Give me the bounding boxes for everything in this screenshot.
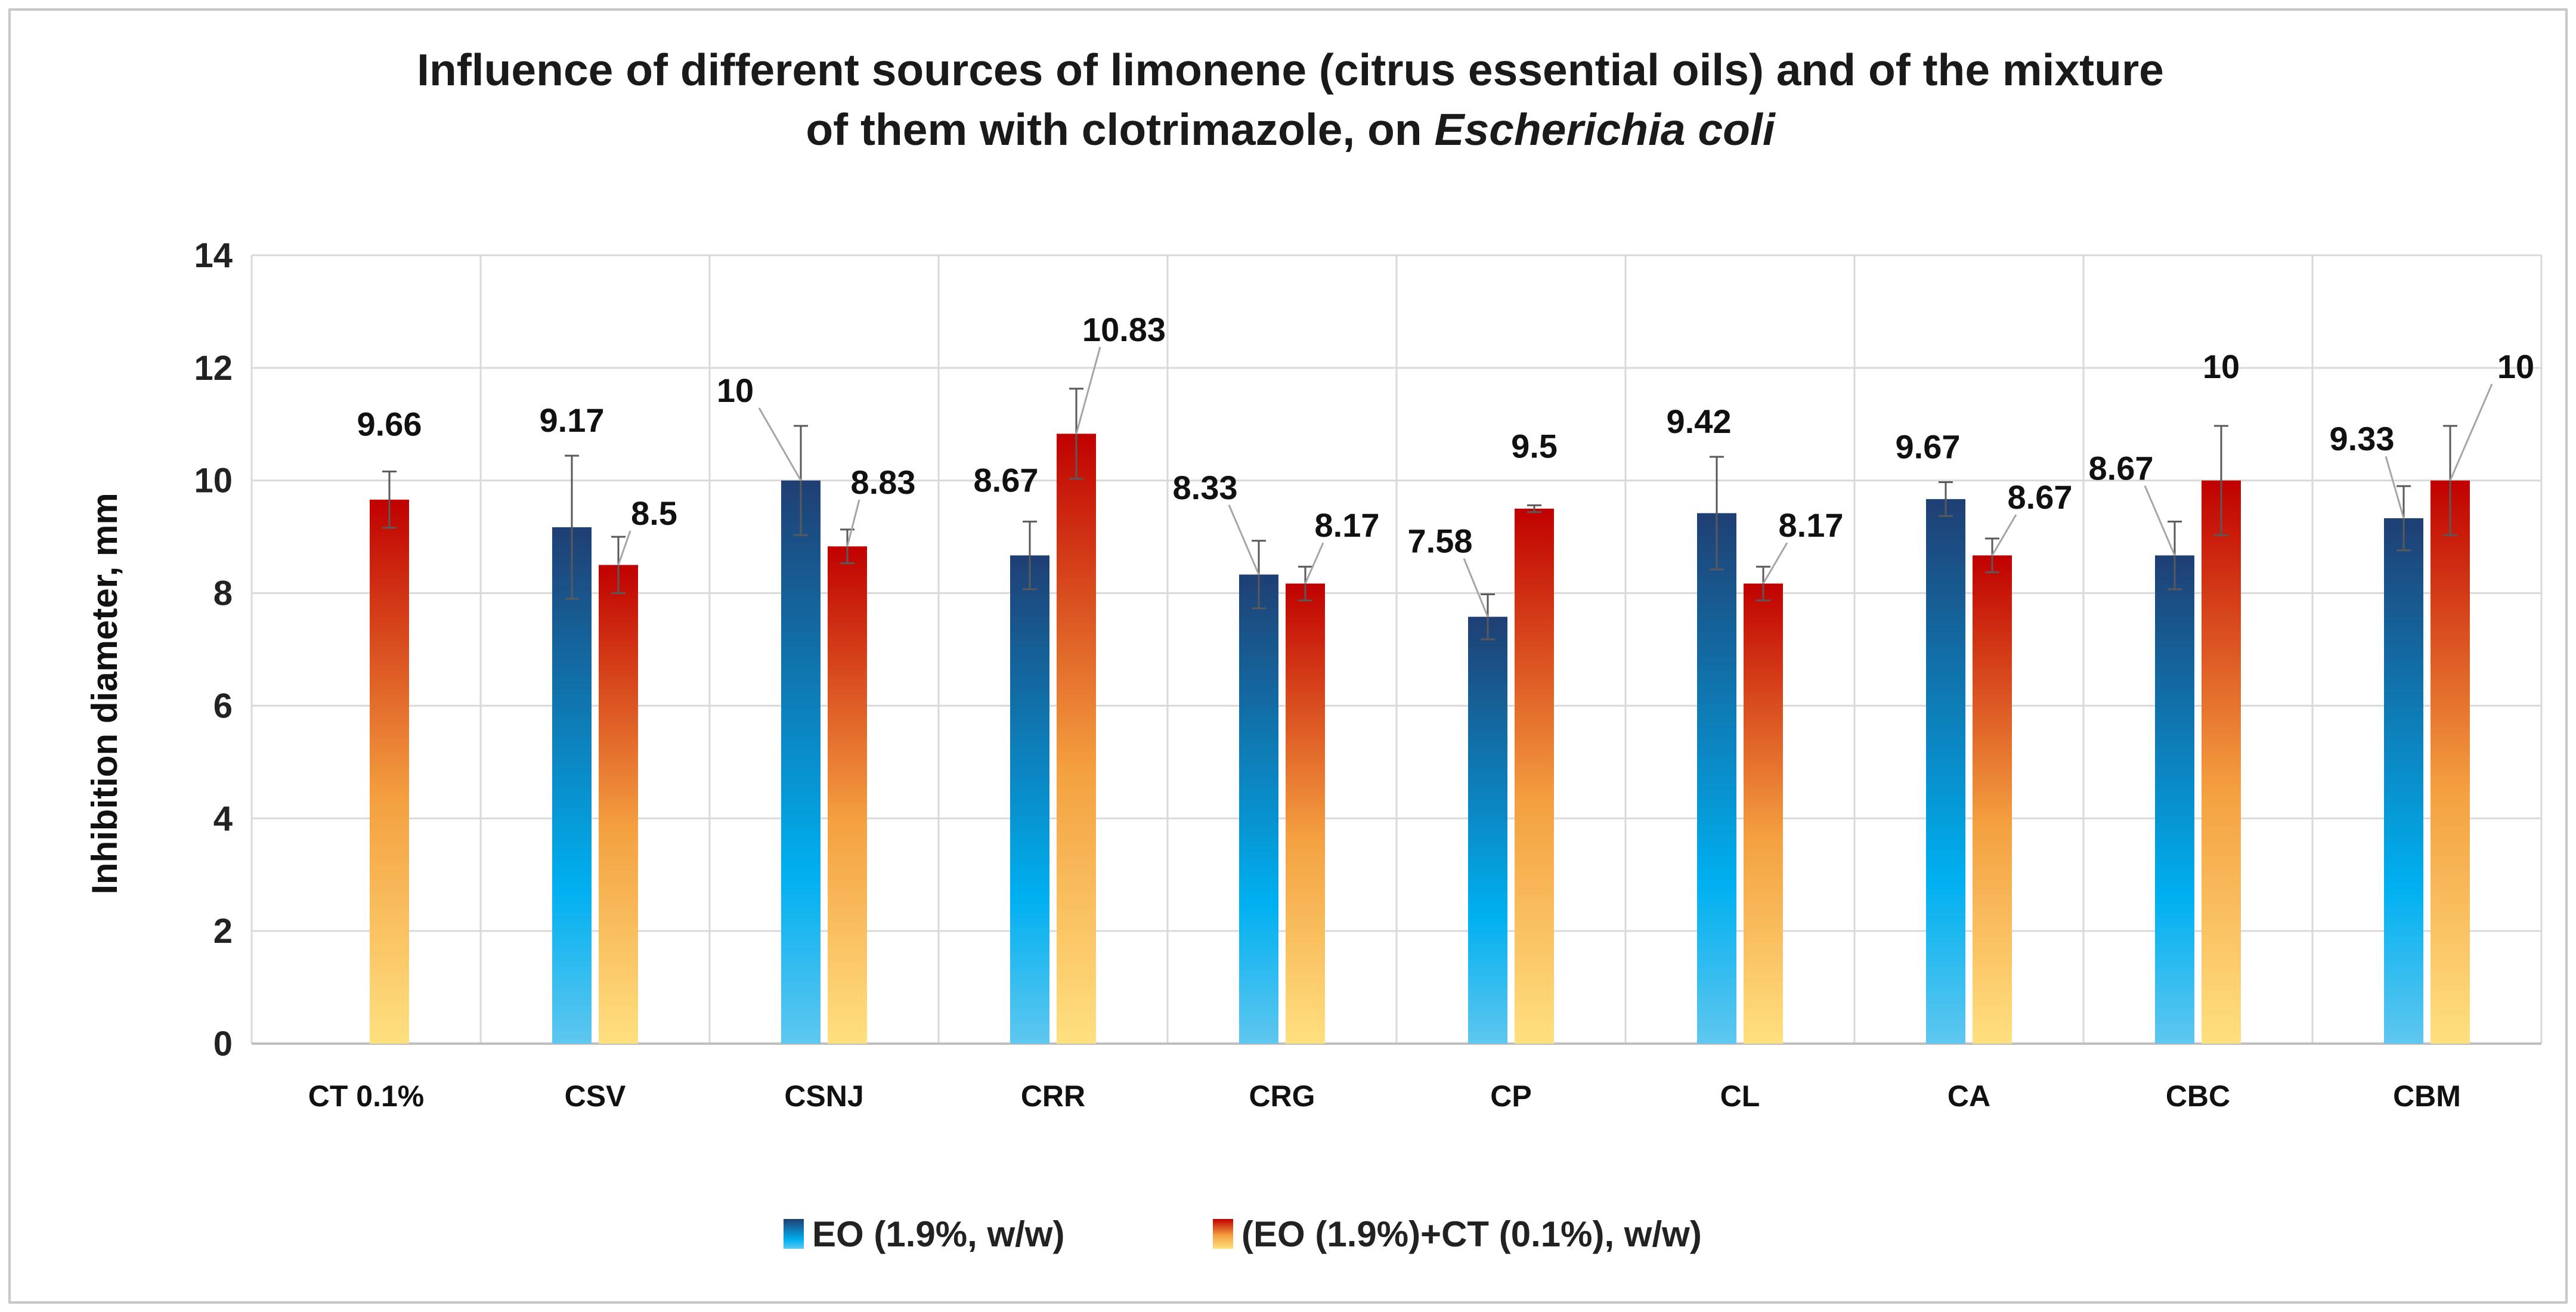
data-label-mix-2: 8.83 bbox=[851, 463, 916, 501]
chart-title-line2-prefix: of them with clotrimazole, on bbox=[806, 104, 1434, 154]
leader-line-eo-2 bbox=[758, 407, 802, 481]
x-tick-label-5: CP bbox=[1490, 1079, 1531, 1113]
legend-label-eo: EO (1.9%, w/w) bbox=[812, 1214, 1064, 1254]
x-tick-label-1: CSV bbox=[565, 1079, 626, 1113]
bar-eo-8 bbox=[2155, 555, 2194, 1044]
data-label-mix-3: 10.83 bbox=[1082, 311, 1166, 348]
y-tick-label-0: 0 bbox=[213, 1025, 233, 1063]
leader-line-mix-4 bbox=[1304, 542, 1324, 584]
y-tick-label-12: 12 bbox=[194, 349, 233, 388]
x-tick-label-6: CL bbox=[1720, 1079, 1760, 1113]
bar-mix-3 bbox=[1057, 434, 1096, 1044]
y-tick-label-4: 4 bbox=[213, 799, 233, 838]
chart-title-italic: Escherichia coli bbox=[1435, 104, 1776, 154]
data-label-eo-8: 8.67 bbox=[2089, 450, 2154, 487]
x-tick-label-4: CRG bbox=[1249, 1079, 1315, 1113]
x-tick-label-8: CBC bbox=[2166, 1079, 2230, 1113]
data-label-eo-2: 10 bbox=[717, 372, 754, 409]
data-label-eo-9: 9.33 bbox=[2330, 420, 2395, 457]
x-tick-label-7: CA bbox=[1948, 1079, 1990, 1113]
bar-eo-9 bbox=[2384, 518, 2423, 1044]
bar-mix-4 bbox=[1286, 583, 1325, 1044]
y-tick-label-14: 14 bbox=[194, 236, 233, 275]
y-tick-label-10: 10 bbox=[194, 462, 233, 500]
data-label-eo-4: 8.33 bbox=[1173, 469, 1238, 506]
bar-mix-8 bbox=[2202, 480, 2241, 1044]
data-label-eo-5: 7.58 bbox=[1408, 522, 1473, 559]
bar-mix-0 bbox=[370, 499, 409, 1044]
bar-eo-2 bbox=[781, 480, 821, 1044]
legend-label-mix: (EO (1.9%)+CT (0.1%), w/w) bbox=[1241, 1214, 1702, 1254]
error-bar-layer bbox=[382, 388, 2457, 640]
leader-line-mix-1 bbox=[617, 530, 631, 565]
data-label-eo-7: 9.67 bbox=[1896, 428, 1961, 466]
leader-line-layer bbox=[617, 346, 2493, 617]
y-axis-label: Inhibition diameter, mm bbox=[85, 493, 125, 894]
bar-eo-1 bbox=[552, 527, 592, 1044]
x-tick-label-0: CT 0.1% bbox=[308, 1079, 425, 1113]
chart-frame: Influence of different sources of limone… bbox=[8, 8, 2568, 1304]
bar-eo-7 bbox=[1926, 499, 1965, 1044]
leader-line-mix-3 bbox=[1075, 346, 1101, 434]
leader-line-mix-9 bbox=[2449, 383, 2493, 481]
data-label-eo-1: 9.17 bbox=[540, 401, 605, 439]
data-label-mix-6: 8.17 bbox=[1779, 506, 1844, 544]
chart-svg: Influence of different sources of limone… bbox=[85, 45, 2543, 1254]
bar-mix-6 bbox=[1744, 583, 1783, 1044]
bar-layer bbox=[370, 434, 2470, 1044]
data-label-mix-7: 8.67 bbox=[2008, 478, 2073, 516]
legend-swatch-eo bbox=[784, 1219, 804, 1249]
bar-mix-7 bbox=[1973, 555, 2012, 1044]
data-label-mix-1: 8.5 bbox=[631, 494, 677, 532]
x-tick-label-9: CBM bbox=[2393, 1079, 2461, 1113]
leader-line-mix-2 bbox=[846, 499, 860, 547]
data-label-eo-6: 9.42 bbox=[1667, 403, 1732, 440]
bar-eo-3 bbox=[1010, 555, 1049, 1044]
data-label-mix-5: 9.5 bbox=[1511, 427, 1558, 465]
data-label-mix-4: 8.17 bbox=[1315, 506, 1380, 544]
y-tick-labels: 0 2 4 6 8 10 12 14 bbox=[194, 236, 233, 1063]
bar-eo-6 bbox=[1697, 513, 1736, 1044]
grid-layer bbox=[250, 254, 2543, 1045]
x-tick-label-3: CRR bbox=[1021, 1079, 1085, 1113]
chart-title-line1: Influence of different sources of limone… bbox=[417, 45, 2164, 95]
y-tick-label-2: 2 bbox=[213, 912, 233, 951]
bar-mix-1 bbox=[599, 565, 638, 1044]
bar-mix-5 bbox=[1515, 508, 1554, 1044]
data-label-mix-8: 10 bbox=[2203, 348, 2240, 385]
x-tick-labels: CT 0.1% CSV CSNJ CRR CRG CP CL CA CBC CBM bbox=[308, 1079, 2461, 1113]
chart-title-line2: of them with clotrimazole, on Escherichi… bbox=[806, 104, 1776, 154]
bar-mix-9 bbox=[2431, 480, 2470, 1044]
data-label-mix-9: 10 bbox=[2497, 348, 2534, 385]
leader-line-mix-7 bbox=[1991, 514, 2017, 556]
bar-mix-2 bbox=[828, 546, 867, 1044]
legend: EO (1.9%, w/w) (EO (1.9%)+CT (0.1%), w/w… bbox=[784, 1214, 1702, 1254]
data-label-eo-3: 8.67 bbox=[974, 462, 1039, 499]
data-label-layer: 9.66 9.17 8.5 10 8.83 8.67 10.83 8.33 8.17 7.58 9.… bbox=[357, 311, 2535, 560]
y-tick-label-6: 6 bbox=[213, 686, 233, 725]
x-tick-label-2: CSNJ bbox=[784, 1079, 863, 1113]
leader-line-eo-4 bbox=[1228, 505, 1260, 575]
leader-line-eo-8 bbox=[2144, 485, 2176, 556]
bar-eo-5 bbox=[1468, 617, 1507, 1044]
data-label-mix-0: 9.66 bbox=[357, 406, 422, 443]
legend-swatch-mix bbox=[1213, 1219, 1233, 1249]
leader-line-eo-5 bbox=[1463, 558, 1489, 617]
leader-line-mix-6 bbox=[1762, 542, 1788, 584]
bar-eo-4 bbox=[1239, 574, 1278, 1044]
leader-line-eo-9 bbox=[2385, 456, 2405, 519]
y-tick-label-8: 8 bbox=[213, 574, 233, 613]
